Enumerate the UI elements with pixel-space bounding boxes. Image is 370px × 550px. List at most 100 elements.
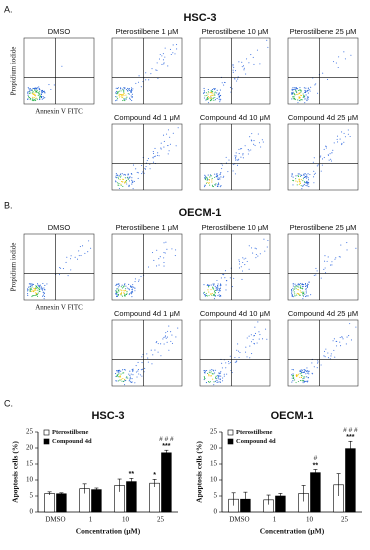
event-dot — [306, 286, 308, 288]
event-dot — [302, 184, 304, 187]
event-dot — [213, 298, 216, 300]
event-dot — [305, 285, 307, 287]
event-dot — [130, 91, 132, 93]
event-dot — [296, 91, 298, 93]
event-dot — [142, 171, 144, 173]
event-dot — [169, 136, 171, 138]
event-dot — [115, 380, 117, 382]
event-dot — [323, 148, 325, 150]
event-dot — [203, 97, 205, 99]
event-dot — [259, 63, 261, 65]
event-dot — [302, 382, 304, 384]
event-dot — [90, 247, 92, 249]
event-dot — [214, 89, 216, 91]
event-dot — [35, 294, 37, 297]
event-dot — [120, 88, 122, 90]
event-dot — [147, 361, 149, 363]
event-dot — [343, 51, 345, 53]
event-dot — [232, 163, 234, 166]
event-dot — [160, 355, 162, 357]
event-dot — [230, 91, 232, 93]
event-dot — [305, 290, 307, 292]
event-dot — [229, 277, 231, 279]
event-dot — [301, 94, 303, 97]
event-dot — [210, 175, 212, 177]
event-dot — [134, 290, 136, 292]
y-axis-title: Apoptosis cells (%) — [195, 441, 204, 503]
event-dot — [115, 174, 117, 176]
event-dot — [298, 284, 300, 286]
event-dot — [207, 381, 209, 383]
event-dot — [302, 294, 304, 296]
event-dot — [125, 285, 127, 287]
event-dot — [137, 172, 139, 174]
event-dot — [124, 378, 126, 381]
event-dot — [141, 164, 143, 167]
event-dot — [325, 348, 327, 350]
event-dot — [143, 371, 145, 373]
event-dot — [218, 96, 220, 98]
event-dot — [120, 373, 122, 375]
event-dot — [218, 98, 220, 100]
event-dot — [295, 374, 297, 376]
event-dot — [31, 290, 33, 292]
event-dot — [336, 345, 338, 347]
event-dot — [128, 294, 130, 296]
event-dot — [115, 180, 117, 182]
event-dot — [242, 154, 244, 156]
event-dot — [117, 283, 119, 285]
event-dot — [203, 294, 206, 296]
event-dot — [335, 340, 337, 342]
event-dot — [215, 184, 217, 186]
event-dot — [223, 373, 225, 375]
event-dot — [292, 96, 294, 98]
event-dot — [245, 257, 247, 259]
event-dot — [130, 285, 132, 287]
event-dot — [131, 290, 133, 292]
event-dot — [120, 294, 122, 296]
event-dot — [210, 293, 212, 295]
event-dot — [211, 373, 213, 375]
event-dot — [167, 145, 169, 147]
event-dot — [302, 378, 304, 380]
event-dot — [206, 295, 208, 297]
event-dot — [300, 291, 302, 294]
event-dot — [313, 170, 315, 172]
event-dot — [221, 164, 224, 166]
event-dot — [308, 182, 310, 184]
event-dot — [219, 186, 221, 188]
event-dot — [36, 89, 38, 92]
event-dot — [355, 247, 357, 249]
event-dot — [298, 92, 300, 94]
event-dot — [210, 375, 213, 377]
event-dot — [291, 289, 293, 291]
event-dot — [218, 378, 220, 380]
event-dot — [37, 289, 39, 291]
plot-title: DMSO — [48, 27, 71, 36]
event-dot — [34, 288, 36, 290]
event-dot — [292, 285, 294, 287]
event-dot — [336, 138, 338, 140]
event-dot — [166, 341, 168, 343]
y-axis-label: Propidium iodide — [10, 243, 18, 292]
event-dot — [219, 101, 221, 103]
event-dot — [252, 252, 254, 254]
plot-frame — [199, 319, 271, 387]
event-dot — [324, 267, 326, 269]
event-dot — [125, 94, 127, 96]
event-dot — [213, 293, 215, 295]
event-dot — [334, 258, 336, 260]
event-dot — [217, 184, 219, 186]
event-dot — [118, 94, 120, 97]
event-dot — [214, 289, 216, 292]
event-dot — [46, 283, 48, 285]
event-dot — [299, 373, 301, 375]
panel-label: A. — [4, 4, 13, 14]
event-dot — [78, 255, 80, 257]
event-dot — [292, 91, 294, 93]
event-dot — [34, 94, 36, 96]
event-dot — [224, 270, 227, 272]
event-dot — [214, 176, 216, 178]
event-dot — [131, 177, 133, 179]
event-dot — [304, 96, 306, 98]
